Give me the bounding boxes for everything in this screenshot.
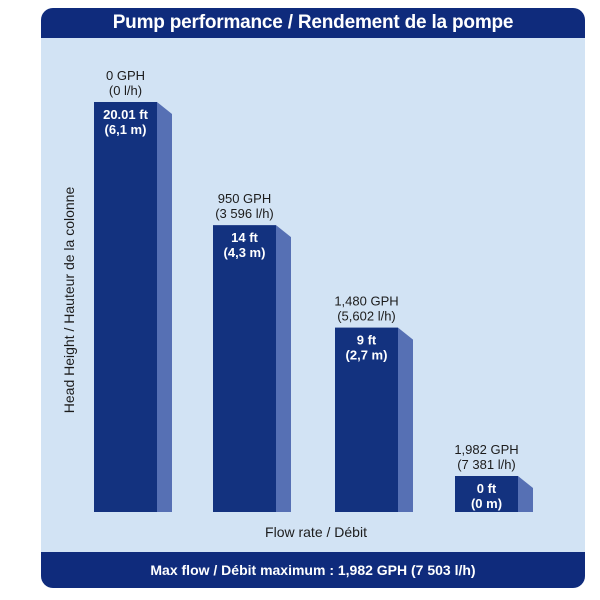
max-flow-footer: Max flow / Débit maximum : 1,982 GPH (7 … (41, 552, 585, 588)
bar-head-m-label: (0 m) (471, 496, 502, 511)
y-axis-label: Head Height / Hauteur de la colonne (61, 187, 77, 414)
x-axis-label: Flow rate / Débit (265, 524, 367, 540)
bar (94, 102, 157, 512)
bar-flow-lh-label: (5,602 l/h) (337, 309, 396, 324)
bar-flow-gph-label: 0 GPH (106, 68, 145, 83)
bar-side-face (398, 327, 413, 512)
bar-flow-lh-label: (3 596 l/h) (215, 206, 274, 221)
bar-flow-gph-label: 1,982 GPH (454, 442, 518, 457)
bar-side-face (276, 225, 291, 512)
bar-head-m-label: (6,1 m) (105, 122, 147, 137)
bar-flow-gph-label: 1,480 GPH (334, 294, 398, 309)
bar (335, 327, 398, 512)
bar-head-ft-label: 20.01 ft (103, 107, 148, 122)
bar-head-ft-label: 14 ft (231, 230, 258, 245)
bar-head-m-label: (4,3 m) (224, 245, 266, 260)
bar (213, 225, 276, 512)
bar-flow-gph-label: 950 GPH (218, 191, 271, 206)
bar (455, 476, 518, 512)
chart-title: Pump performance / Rendement de la pompe (41, 8, 585, 38)
bar-side-face (157, 102, 172, 512)
bar-head-m-label: (2,7 m) (346, 348, 388, 363)
bar-side-face (518, 476, 533, 512)
bar-head-ft-label: 0 ft (477, 481, 497, 496)
bar-head-ft-label: 9 ft (357, 333, 377, 348)
bar-flow-lh-label: (0 l/h) (109, 83, 142, 98)
bar-flow-lh-label: (7 381 l/h) (457, 457, 516, 472)
